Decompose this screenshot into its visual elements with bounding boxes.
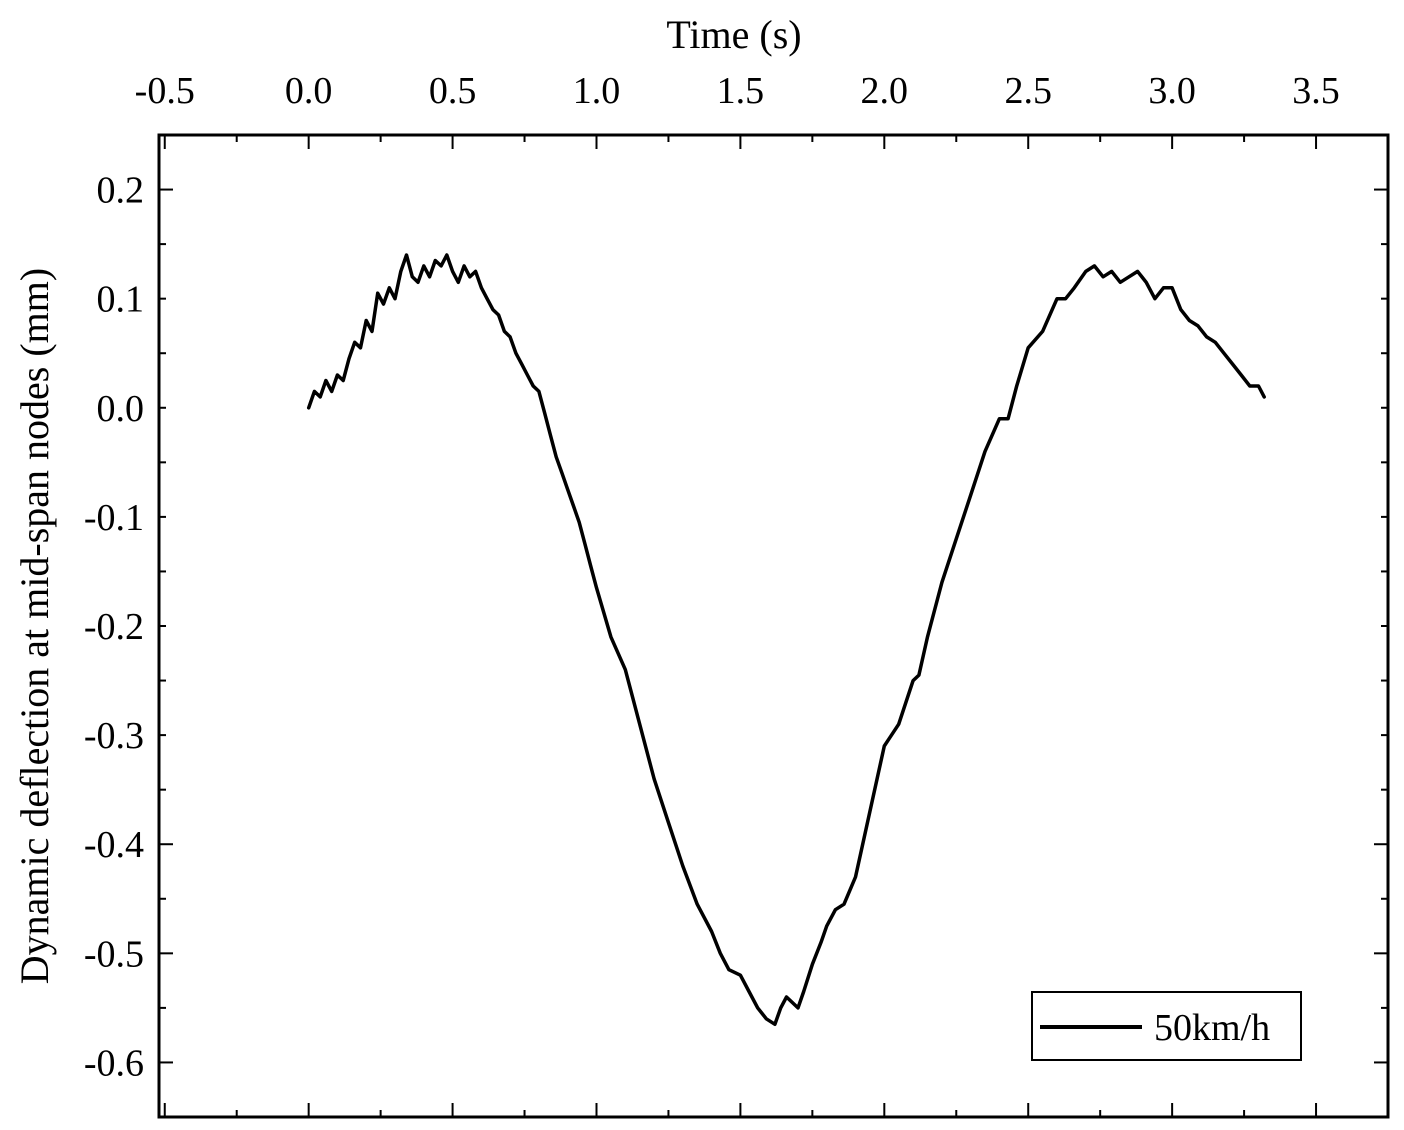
x-tick-label-2m0: 2.0 [861,70,909,112]
y-tick-label-0m1: 0.1 [97,279,145,321]
plot-frame [157,133,1390,1119]
x-tick-label-3m0: 3.0 [1148,70,1196,112]
y-tick-label-0m2: -0.2 [84,606,144,648]
y-tick-label-0m4: -0.4 [84,824,144,866]
y-tick-label-0m3: -0.3 [84,715,144,757]
x-tick-label-3m5: 3.5 [1292,70,1340,112]
y-tick-label-0m6: -0.6 [84,1042,144,1084]
y-tick-label-0m0: 0.0 [97,388,145,430]
y-tick-label-0m5: -0.5 [84,933,144,975]
legend-label-50km-h: 50km/h [1154,1007,1270,1049]
x-axis-title: Time (s) [666,12,801,57]
y-axis-ticks: 0.2 0.1 0.0 -0.1 -0.2 -0.3 -0.4 -0.5 -0.6 [84,134,1388,1084]
x-tick-label-0m5: -0.5 [135,70,195,112]
x-tick-label-1m5: 1.5 [717,70,765,112]
x-tick-label-0m0: 0.0 [285,70,333,112]
x-tick-label-2m5: 2.5 [1004,70,1052,112]
series-layer [306,253,1266,1027]
y-tick-label-0m2: 0.2 [97,170,145,212]
series-line-50kmmh [306,253,1266,1027]
x-tick-label-1m0: 1.0 [573,70,621,112]
x-tick-label-0m5: 0.5 [429,70,477,112]
y-tick-label-0m1: -0.1 [84,497,144,539]
x-axis-ticks: -0.5 0.0 0.5 1.0 1.5 2.0 2.5 3.0 3.5 [135,70,1389,1117]
legend: 50km/h [1031,991,1302,1061]
y-axis-title: Dynamic deflection at mid-span nodes (mm… [12,268,57,984]
